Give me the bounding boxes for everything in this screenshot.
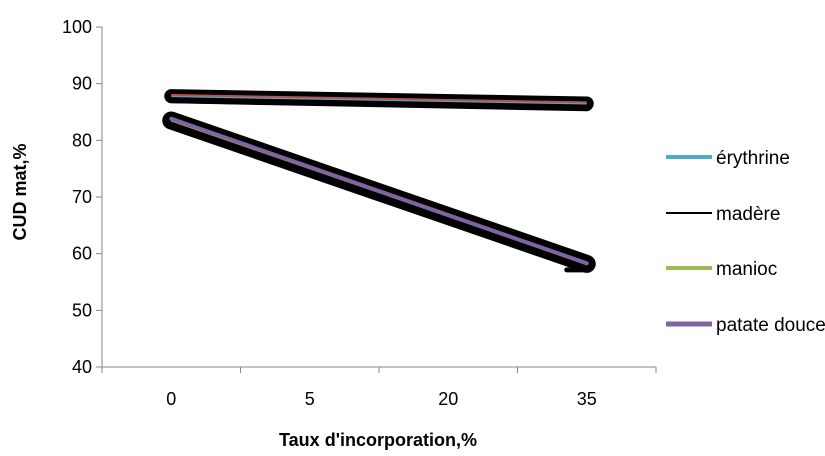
x-tick-label: 20 — [438, 389, 458, 409]
series-patate-douce-line — [171, 119, 587, 263]
legend-label-patate-douce: patate douce — [716, 315, 825, 336]
y-tick-label: 40 — [72, 357, 92, 377]
y-axis-title: CUD mat,% — [10, 143, 30, 240]
y-tick-label: 70 — [72, 187, 92, 207]
x-axis-title: Taux d'incorporation,% — [279, 430, 477, 450]
y-tick-label: 80 — [72, 130, 92, 150]
legend: érythrine madère manioc patate douce — [666, 148, 825, 336]
legend-label-erythrine: érythrine — [716, 148, 790, 169]
y-tick-label: 90 — [72, 74, 92, 94]
y-tick-label: 60 — [72, 244, 92, 264]
y-tick-label: 50 — [72, 300, 92, 320]
x-tick-label: 5 — [305, 389, 315, 409]
y-tick-label: 100 — [62, 17, 92, 37]
x-axis: 0 5 20 35 — [102, 367, 656, 409]
y-axis: 40 50 60 70 80 90 100 — [62, 17, 102, 377]
x-tick-label: 0 — [166, 389, 176, 409]
legend-label-madere: madère — [716, 204, 780, 225]
series-layer — [171, 95, 589, 270]
legend-label-manioc: manioc — [716, 259, 777, 280]
x-tick-label: 35 — [577, 389, 597, 409]
